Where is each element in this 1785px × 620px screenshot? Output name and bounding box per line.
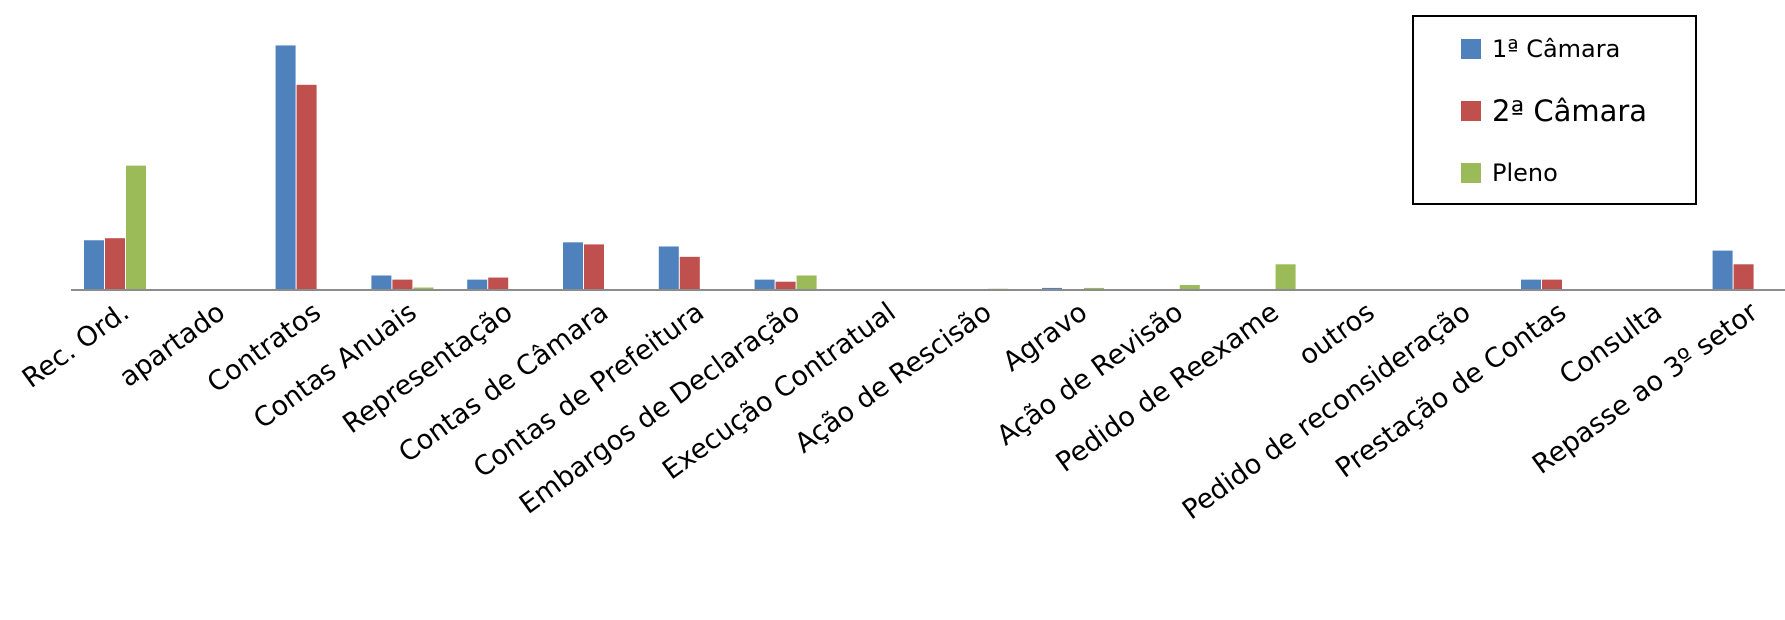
legend-label-1: 1ª Câmara bbox=[1492, 35, 1620, 63]
bar-3-12 bbox=[1179, 285, 1200, 290]
bar-2-8 bbox=[775, 281, 796, 290]
bar-3-13 bbox=[1275, 264, 1296, 290]
legend-swatch-3 bbox=[1461, 163, 1481, 183]
bar-2-18 bbox=[1733, 264, 1754, 290]
bar-1-11 bbox=[1042, 287, 1062, 290]
bar-1-3 bbox=[275, 45, 296, 290]
bar-2-3 bbox=[296, 84, 317, 290]
legend-box bbox=[1412, 15, 1697, 205]
category-label-14: outros bbox=[1293, 297, 1380, 372]
bar-3-1 bbox=[126, 165, 146, 290]
bar-2-16 bbox=[1542, 279, 1562, 290]
bar-2-1 bbox=[105, 238, 125, 290]
bars-group bbox=[84, 45, 1754, 290]
bar-3-11 bbox=[1084, 287, 1104, 290]
bar-1-6 bbox=[563, 242, 583, 290]
category-label-4: Contas Anuais bbox=[248, 297, 422, 436]
legend-swatch-1 bbox=[1461, 39, 1481, 59]
bar-2-5 bbox=[488, 277, 509, 290]
bar-1-8 bbox=[754, 279, 775, 290]
category-label-1: Rec. Ord. bbox=[17, 297, 135, 395]
bar-1-1 bbox=[84, 240, 104, 290]
bar-3-4 bbox=[413, 287, 434, 290]
bar-2-6 bbox=[584, 244, 604, 290]
bar-1-5 bbox=[467, 279, 488, 290]
bar-2-7 bbox=[679, 256, 700, 290]
bar-1-16 bbox=[1521, 279, 1541, 290]
legend: 1ª Câmara 2ª Câmara Pleno bbox=[1412, 15, 1697, 205]
legend-label-3: Pleno bbox=[1492, 159, 1558, 187]
bar-1-7 bbox=[658, 246, 679, 290]
legend-swatch-2 bbox=[1461, 101, 1481, 121]
bar-3-8 bbox=[796, 275, 817, 290]
bar-1-18 bbox=[1712, 250, 1733, 290]
bar-1-4 bbox=[371, 275, 392, 290]
bar-2-4 bbox=[392, 279, 413, 290]
legend-label-2: 2ª Câmara bbox=[1492, 94, 1647, 128]
